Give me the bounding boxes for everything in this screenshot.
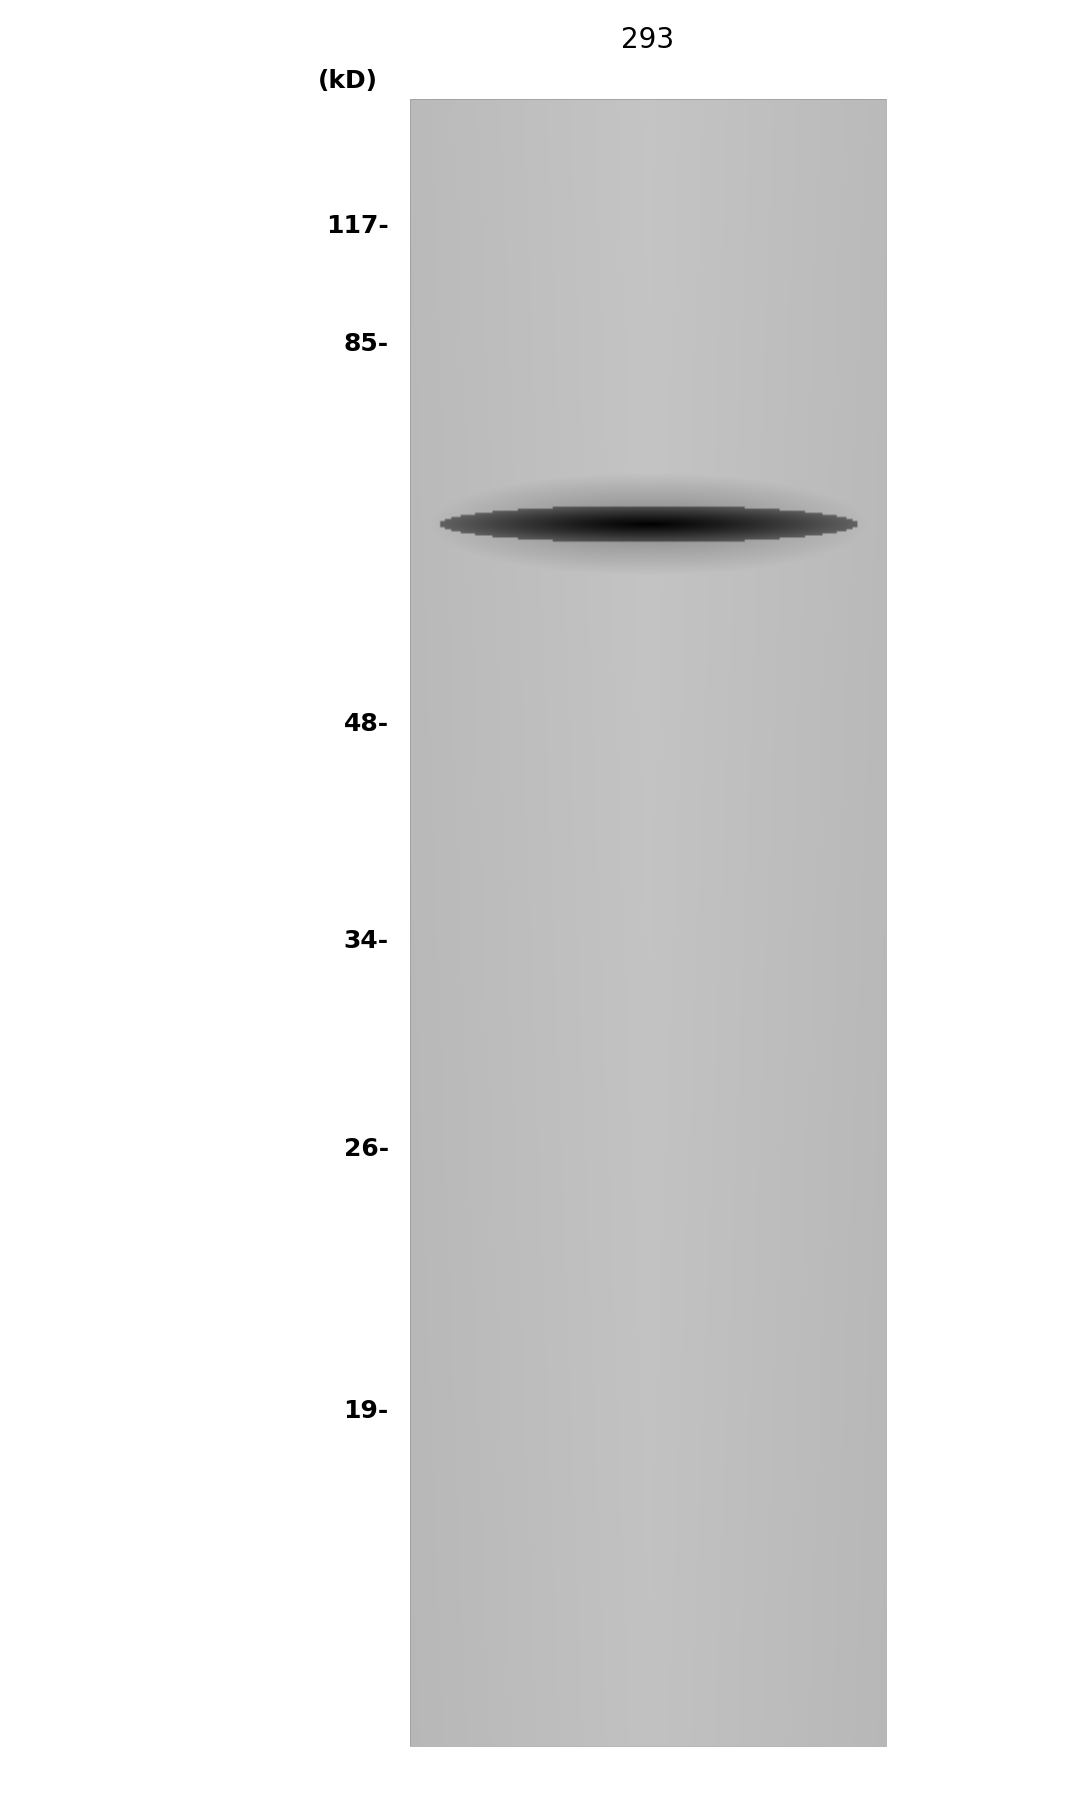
Text: 117-: 117- <box>326 213 389 239</box>
Text: 26-: 26- <box>343 1136 389 1161</box>
Text: 34-: 34- <box>343 928 389 953</box>
Text: 19-: 19- <box>343 1398 389 1424</box>
Bar <box>410 99 886 1746</box>
Text: (kD): (kD) <box>318 69 378 94</box>
Text: 85-: 85- <box>343 331 389 356</box>
Text: 48-: 48- <box>343 711 389 736</box>
Text: 293: 293 <box>621 27 675 54</box>
